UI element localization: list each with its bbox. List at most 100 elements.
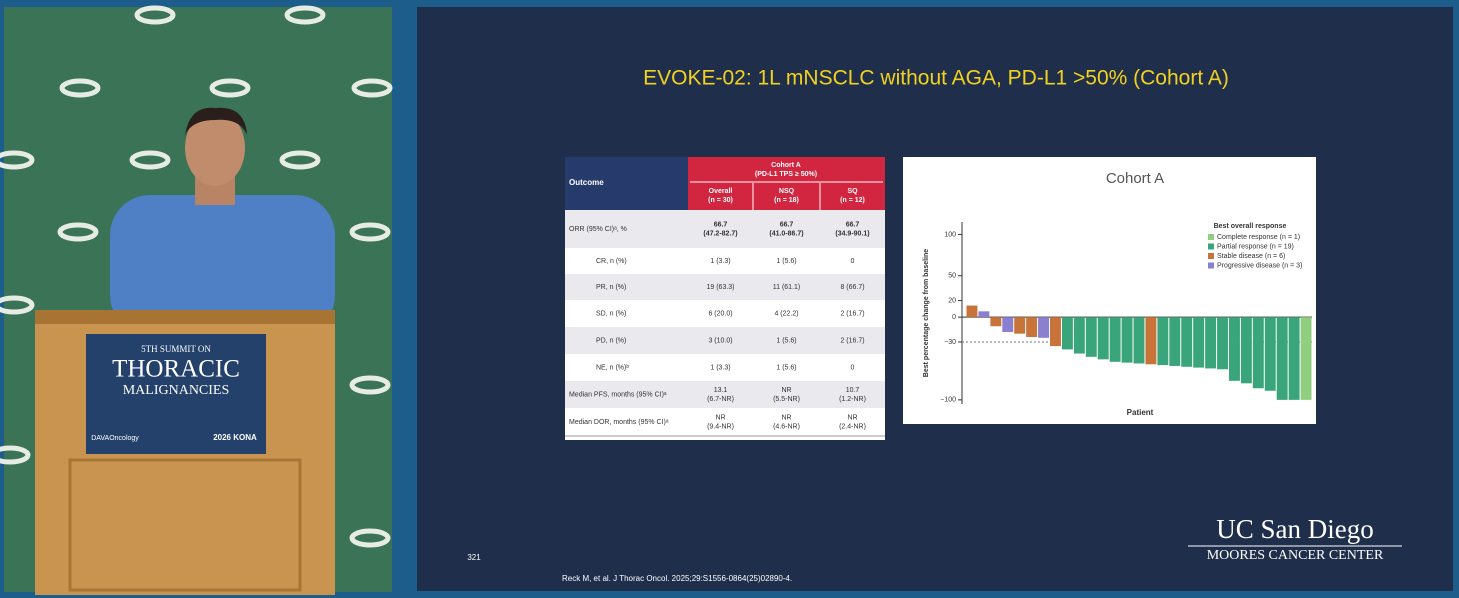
header-text: (n = 18) (774, 197, 799, 204)
bar (1038, 317, 1050, 338)
sign-text: 2026 KONA (213, 433, 257, 442)
cell-text: (34.9-90.1) (835, 230, 869, 237)
y-tick-label: 0 (952, 314, 956, 321)
bar (1181, 317, 1193, 367)
cell-text: NR (715, 414, 725, 421)
bar (1014, 317, 1026, 334)
bar (1073, 317, 1085, 354)
cell-text: (6.7-NR) (707, 396, 734, 403)
header-text: SQ (847, 188, 858, 195)
legend-swatch (1208, 243, 1214, 250)
backdrop-logos (0, 5, 393, 548)
cell-text: 0 (851, 258, 855, 265)
row-bg (565, 274, 885, 300)
row-label: ORR (95% CI)ᵃ, % (569, 226, 627, 233)
row-bg (565, 354, 885, 381)
cell-text: 4 (22.2) (774, 310, 798, 317)
bar (1228, 317, 1240, 381)
bar (1205, 317, 1217, 369)
legend-label: Stable disease (n = 6) (1217, 253, 1285, 260)
header-text: NSQ (779, 188, 795, 195)
row-label: Median PFS, months (95% CI)ᵃ (569, 391, 667, 398)
bar (978, 311, 990, 318)
chart-title: Cohort A (1106, 170, 1164, 187)
row-bg (565, 248, 885, 274)
table: Outcome Cohort A (PD-L1 TPS ≥ 50%) Overall (… (565, 157, 885, 440)
header-cell (565, 157, 688, 210)
row-bg (565, 210, 885, 248)
bar (1169, 317, 1181, 366)
y-tick-label: 20 (948, 297, 956, 304)
cell-text: 6 (20.0) (708, 310, 732, 317)
bar (1157, 317, 1169, 366)
cell-text: (47.2-82.7) (703, 230, 737, 237)
cell-text: NR (847, 414, 857, 421)
bar (1217, 317, 1228, 370)
bar (1193, 317, 1205, 368)
y-tick-label: 50 (948, 273, 956, 280)
legend-label: Partial response (n = 19) (1217, 243, 1294, 250)
cell-text: 66.7 (780, 221, 794, 228)
shirt (110, 195, 335, 335)
cell-text: (4.6-NR) (773, 423, 800, 430)
cell-text: (41.0-86.7) (769, 230, 803, 237)
bar (1097, 317, 1109, 360)
cell-text: 1 (3.3) (710, 364, 730, 371)
bar (1288, 317, 1300, 400)
y-axis-label: Best percentage change from baseline (923, 249, 930, 377)
speaker (110, 107, 335, 335)
row-label: PR, n (%) (596, 284, 626, 291)
y-tick-label: −30 (944, 339, 956, 346)
podium: 5TH SUMMIT ON THORACIC MALIGNANCIES DAVA… (35, 310, 335, 595)
legend-label: Progressive disease (n = 3) (1217, 262, 1302, 269)
row-bg (565, 300, 885, 327)
bar (1026, 317, 1038, 337)
podium-panel (68, 458, 302, 592)
row-label: CR, n (%) (596, 258, 627, 265)
cell-text: (1.2-NR) (839, 396, 866, 403)
slide-title: EVOKE-02: 1L mNSCLC without AGA, PD-L1 >… (643, 67, 1229, 90)
podium-sign (86, 334, 266, 454)
page-number: 321 (467, 553, 481, 562)
cell-text: 1 (5.6) (776, 364, 796, 371)
bar (1264, 317, 1276, 391)
legend-swatch (1208, 234, 1214, 240)
legend-title: Best overall response (1214, 223, 1287, 230)
cell-text: 1 (5.6) (776, 258, 796, 265)
hair (185, 107, 247, 135)
bar (1121, 317, 1133, 363)
cell-text: NR (781, 414, 791, 421)
logo: MOORES CANCER CENTER (1207, 548, 1384, 563)
header-text: (PD-L1 TPS ≥ 50%) (755, 171, 817, 178)
cell-text: (2.4-NR) (839, 423, 866, 430)
y-tick-label: −100 (940, 397, 956, 404)
reference: Reck M, et al. J Thorac Oncol. 2025;29:S… (562, 574, 792, 583)
row-bg (565, 408, 885, 436)
header-text: (n = 12) (840, 197, 865, 204)
legend-label: Complete response (n = 1) (1217, 234, 1300, 241)
cell-text: 10.7 (846, 387, 860, 394)
cell-text: 8 (66.7) (840, 284, 864, 291)
row-label: Median DOR, months (95% CI)ᵃ (569, 419, 669, 426)
chart: Cohort A Best percentage change from base… (923, 170, 1312, 417)
bar (1252, 317, 1264, 389)
cell-text: 2 (16.7) (840, 310, 864, 317)
cell-text: 3 (10.0) (708, 337, 732, 344)
y-tick-label: 100 (944, 231, 956, 238)
head (185, 110, 245, 186)
row-bg (565, 381, 885, 408)
bar (1050, 317, 1061, 347)
header-text: Overall (709, 188, 733, 195)
row-label: NE, n (%)ᵇ (596, 364, 629, 371)
cell-text: (5.5-NR) (773, 396, 800, 403)
legend-swatch (1208, 262, 1214, 269)
row-label: PD, n (%) (596, 337, 626, 344)
header-text: (n = 30) (708, 197, 733, 204)
podium-top (35, 310, 335, 324)
cell-text: 0 (851, 364, 855, 371)
bar (990, 317, 1002, 327)
cell-text: 11 (61.1) (773, 284, 801, 291)
bar (1133, 317, 1145, 364)
